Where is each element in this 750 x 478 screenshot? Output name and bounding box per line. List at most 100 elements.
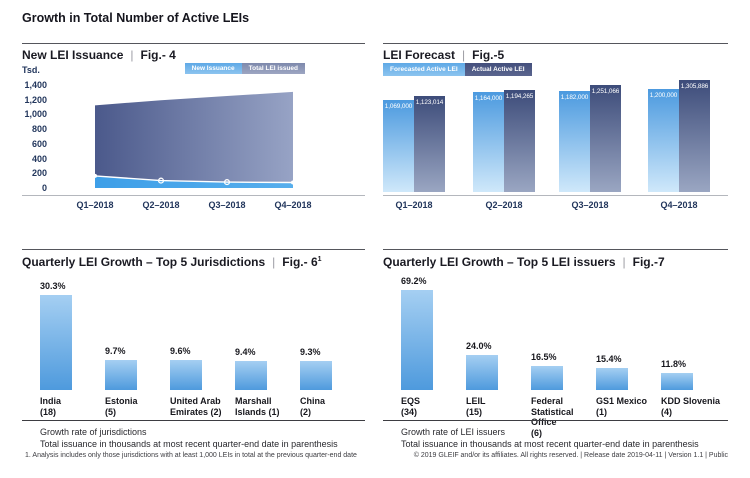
fig4-area-svg — [93, 91, 295, 188]
category-label-line: China — [300, 396, 326, 406]
bar-percentage-label: 69.2% — [401, 276, 427, 286]
panel-rule — [383, 249, 728, 250]
forecasted-active-lei-bar: 1,164,000 — [473, 92, 504, 192]
category-label-line: (15) — [466, 406, 483, 417]
category-label-line: (34) — [401, 406, 418, 417]
legend-item-total-lei-issued: Total LEI issued — [241, 63, 305, 74]
fig4-panel: New LEI Issuance | Fig.- 4 Tsd. New Issuan… — [22, 38, 365, 218]
actual-active-lei-bar: 1,251,066 — [590, 84, 621, 192]
fig7-category-labels: EQS (34) LEIL (15) Federal Statistical Office… — [383, 396, 728, 438]
note-line: Total issuance in thousands at most rece… — [40, 439, 338, 449]
chart-title-text: LEI Forecast — [383, 48, 456, 62]
bar-value-label: 1,305,886 — [680, 83, 709, 91]
bar-percentage-label: 15.4% — [596, 353, 622, 364]
panel-rule — [383, 43, 728, 44]
category-label-line: GS1 Mexico — [596, 396, 648, 406]
data-point-marker — [93, 173, 97, 178]
y-axis-tick: 1,400 — [24, 80, 47, 90]
category-label-line: KDD Slovenia — [661, 396, 721, 406]
category-label-line: United Arab — [170, 396, 221, 406]
fig-number: Fig.-7 — [632, 255, 665, 269]
y-axis-unit-label: Tsd. — [22, 65, 40, 75]
growth-bar — [661, 372, 693, 390]
y-axis-tick: 400 — [31, 153, 47, 164]
bar-percentage-label: 24.0% — [466, 341, 492, 352]
copyright-footer: © 2019 GLEIF and/or its affiliates. All … — [413, 452, 728, 459]
category-label-line: (4) — [661, 406, 672, 417]
fig-number: Fig.- 4 — [140, 48, 176, 62]
bar-value-label: 1,164,000 — [474, 95, 503, 103]
bar-percentage-label: 9.7% — [105, 345, 126, 356]
fig7-title: Quarterly LEI Growth – Top 5 LEI issuers… — [383, 255, 665, 269]
y-axis-tick: 0 — [41, 183, 47, 193]
y-axis-tick: 1,000 — [24, 109, 47, 120]
category-label-line: (2) — [300, 406, 311, 417]
title-divider: | — [272, 255, 276, 269]
category-label: LEIL (15) — [466, 396, 532, 417]
new-issuance-line — [94, 175, 294, 184]
category-label-line: Statistical Office — [531, 406, 574, 428]
fig5-bar-chart: 1,069,000 1,164,000 1,182,000 1,200,000 1,12… — [383, 71, 728, 192]
category-label: EQS (34) — [401, 396, 467, 417]
fig7-panel: Quarterly LEI Growth – Top 5 LEI issuers… — [383, 248, 728, 449]
fig4-area-chart: 1,400 1,200 1,000 800 600 400 200 0 — [22, 78, 365, 195]
fig4-legend: New Issuance Total LEI issued — [184, 63, 305, 74]
category-label-line: LEIL — [466, 396, 486, 406]
category-label-line: Estonia — [105, 396, 138, 406]
chart-title-text: Quarterly LEI Growth – Top 5 LEI issuers — [383, 255, 616, 269]
bar-percentage-label: 30.3% — [40, 281, 66, 291]
category-label: GS1 Mexico (1) — [596, 396, 662, 417]
category-label: Marshall Islands (1) — [235, 396, 301, 417]
category-label-line: (6) — [531, 427, 542, 438]
chart-title-text: New LEI Issuance — [22, 48, 124, 62]
category-label-line: EQS — [401, 396, 421, 406]
growth-bar — [105, 359, 137, 390]
category-label-line: Islands (1) — [235, 406, 280, 417]
growth-bar — [40, 295, 72, 390]
category-label-line: Federal — [531, 396, 564, 406]
category-label-line: Marshall — [235, 396, 272, 406]
bar-value-label: 1,123,014 — [415, 98, 444, 106]
bar-percentage-label: 16.5% — [531, 352, 557, 363]
fig5-x-axis-labels: Q1–2018 Q2–2018 Q3–2018 Q4–2018 — [383, 200, 728, 212]
fig6-panel: Quarterly LEI Growth – Top 5 Jurisdictio… — [22, 248, 365, 449]
notes-rule — [22, 420, 365, 421]
fig5-legend: Forecasted Active LEI Actual Active LEI — [383, 63, 532, 76]
note-line: Growth rate of LEI issuers — [401, 427, 506, 437]
y-axis-tick: 600 — [31, 138, 47, 149]
fig-footnote-marker: 1 — [317, 256, 322, 263]
category-label-line: (18) — [40, 406, 57, 417]
x-axis-line — [383, 195, 728, 196]
bar-percentage-label: 11.8% — [661, 358, 687, 369]
chart-title-text: Quarterly LEI Growth – Top 5 Jurisdictio… — [22, 255, 266, 269]
legend-item-new-issuance: New Issuance — [184, 63, 242, 74]
data-point-marker — [223, 179, 231, 186]
category-label-line: (1) — [596, 406, 607, 417]
category-label: India (18) — [40, 396, 106, 417]
growth-bar — [235, 360, 267, 390]
fig4-title: New LEI Issuance | Fig.- 4 — [22, 48, 176, 62]
title-divider: | — [622, 255, 626, 269]
legend-item-actual-active-lei: Actual Active LEI — [464, 63, 532, 76]
y-axis-tick: 1,200 — [24, 94, 47, 105]
fig6-title: Quarterly LEI Growth – Top 5 Jurisdictio… — [22, 255, 322, 269]
forecasted-active-lei-bar: 1,182,000 — [559, 90, 590, 192]
footnote: 1. Analysis includes only those jurisdic… — [25, 452, 357, 459]
bar-value-label: 1,194,265 — [505, 92, 534, 100]
actual-active-lei-bar: 1,194,265 — [504, 89, 535, 192]
x-axis-label: Q3–2018 — [571, 200, 609, 210]
bar-value-label: 1,200,000 — [649, 92, 678, 100]
fig-number: Fig.-5 — [472, 48, 505, 62]
x-axis-label: Q4–2018 — [274, 200, 312, 210]
fig5-title: LEI Forecast | Fig.-5 — [383, 48, 504, 62]
growth-bar — [401, 290, 433, 390]
page-title: Growth in Total Number of Active LEIs — [22, 11, 250, 25]
fig4-x-axis-labels: Q1–2018 Q2–2018 Q3–2018 Q4–2018 — [22, 200, 365, 212]
notes-rule — [383, 420, 728, 421]
growth-bar — [596, 367, 628, 390]
x-axis-label: Q1–2018 — [395, 200, 433, 210]
category-label-line: Emirates (2) — [170, 406, 222, 417]
bar-value-label: 1,182,000 — [560, 93, 589, 101]
growth-bar — [300, 360, 332, 390]
